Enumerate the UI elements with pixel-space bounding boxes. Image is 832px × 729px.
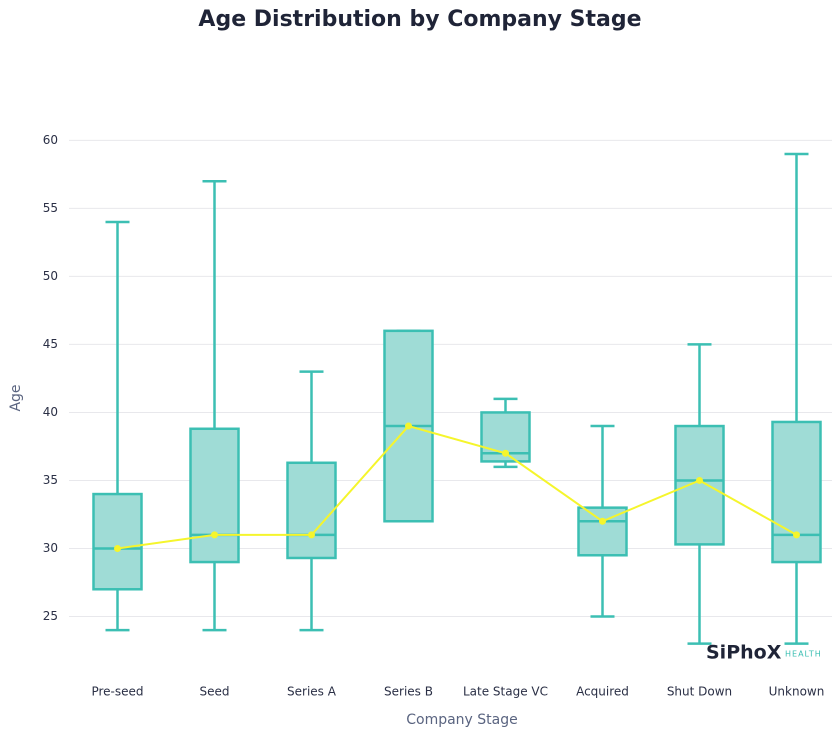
x-axis-title: Company Stage [406, 712, 518, 728]
line-point [211, 531, 218, 539]
y-tick-label: 30 [43, 541, 58, 555]
chart-title: Age Distribution by Company Stage [198, 7, 641, 32]
y-tick-label: 50 [43, 269, 58, 283]
line-point [696, 476, 703, 484]
line-point [405, 422, 412, 430]
box [92, 492, 143, 591]
y-axis-title: Age [8, 384, 24, 411]
line-point [599, 517, 606, 525]
y-tick-label: 55 [43, 201, 58, 215]
y-tick-label: 25 [43, 609, 58, 623]
line-point [308, 531, 315, 539]
x-tick-label: Seed [200, 685, 230, 699]
line-point [793, 531, 800, 539]
box [189, 427, 240, 564]
y-tick-label: 45 [43, 337, 58, 351]
x-tick-label: Series A [287, 685, 337, 699]
box [771, 420, 822, 564]
box [286, 461, 337, 560]
logo: SiPhoX [706, 642, 782, 664]
line [117, 424, 797, 550]
x-tick-label: Unknown [769, 685, 825, 699]
y-tick-label: 40 [43, 405, 58, 419]
x-tick-label: Series B [384, 685, 433, 699]
x-tick-label: Acquired [576, 685, 629, 699]
box [674, 424, 725, 546]
x-tick-label: Late Stage VC [463, 685, 548, 699]
x-tick-label: Shut Down [667, 685, 732, 699]
y-tick-label: 35 [43, 473, 58, 487]
line-point [114, 544, 121, 552]
logo-sub: HEALTH [785, 650, 822, 659]
y-tick-label: 60 [43, 133, 58, 147]
marks [92, 152, 822, 645]
line-point [502, 449, 509, 457]
x-tick-label: Pre-seed [91, 685, 143, 699]
